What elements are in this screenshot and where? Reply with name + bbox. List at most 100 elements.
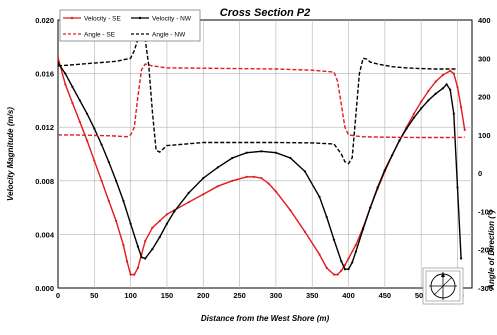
data-point <box>354 250 357 253</box>
legend-label: Angle - SE <box>84 32 116 39</box>
legend-box <box>59 9 201 42</box>
y-axis-right-label: Angle of Direction (°) <box>487 210 496 291</box>
data-point <box>274 190 277 193</box>
y-right-tick-label: 200 <box>478 93 491 102</box>
data-point <box>303 170 306 173</box>
data-point <box>340 269 343 272</box>
data-point <box>151 226 154 229</box>
data-point <box>398 139 401 142</box>
data-point <box>260 177 263 180</box>
y-left-tick-label: 0.004 <box>35 230 55 239</box>
data-point <box>325 266 328 269</box>
x-tick-label: 450 <box>379 291 392 300</box>
legend-marker <box>70 16 74 20</box>
data-point <box>343 264 346 267</box>
x-tick-label: 350 <box>306 291 319 300</box>
y-right-tick-label: -300 <box>478 284 493 293</box>
data-point <box>343 268 346 271</box>
y-left-tick-label: 0.000 <box>35 284 54 293</box>
compass-rose-icon <box>422 267 464 305</box>
series-line-2 <box>58 62 462 270</box>
data-point <box>165 222 168 225</box>
data-point <box>336 273 339 276</box>
data-point <box>362 227 365 231</box>
legend-items: Velocity - SE Velocity - NW Angle - SE Angl… <box>63 16 192 39</box>
data-point <box>434 92 437 95</box>
y-right-tick-label: 400 <box>478 16 491 25</box>
data-point <box>107 199 110 202</box>
data-point <box>441 87 444 90</box>
data-point <box>71 102 74 105</box>
data-point <box>245 175 248 178</box>
data-point <box>173 210 176 213</box>
y-left-tick-label: 0.016 <box>35 70 54 79</box>
data-point <box>216 166 219 169</box>
x-tick-label: 0 <box>56 291 60 300</box>
data-point <box>449 69 452 72</box>
data-point <box>187 191 190 194</box>
y-right-tick-label: 0 <box>478 169 482 178</box>
data-point <box>100 143 103 146</box>
data-point <box>289 156 292 160</box>
x-tick-label: 250 <box>233 291 246 300</box>
data-point <box>107 160 110 164</box>
data-point <box>452 112 455 115</box>
data-point <box>463 128 466 131</box>
data-point <box>78 120 81 123</box>
data-point <box>456 186 459 189</box>
data-point <box>86 139 89 142</box>
data-point <box>376 186 379 189</box>
data-point <box>253 175 256 178</box>
data-point <box>64 72 67 75</box>
legend-label: Angle - NW <box>152 32 186 39</box>
y-axis-left-label: Velocity Magnitude (m/s) <box>6 107 15 201</box>
data-point <box>267 182 270 185</box>
data-point <box>427 89 430 93</box>
data-point <box>129 273 132 276</box>
series-line-3 <box>58 63 465 139</box>
data-point <box>216 185 219 188</box>
data-point <box>165 213 168 216</box>
data-point <box>151 248 154 251</box>
data-point <box>460 106 463 109</box>
data-point <box>318 195 321 198</box>
data-point <box>452 72 455 75</box>
data-point <box>144 257 147 260</box>
data-point <box>260 150 263 153</box>
data-point <box>456 85 459 89</box>
data-point <box>318 253 321 256</box>
data-point <box>122 199 125 202</box>
legend-label: Velocity - SE <box>84 16 122 23</box>
y-left-tick-label: 0.012 <box>35 123 54 132</box>
data-point <box>449 88 452 91</box>
data-point <box>289 209 292 212</box>
data-point <box>58 56 60 59</box>
data-point <box>340 260 343 263</box>
data-point <box>136 266 139 269</box>
data-point <box>383 169 386 172</box>
data-point <box>86 112 89 115</box>
data-point <box>347 257 350 260</box>
y-right-tick-label: 100 <box>478 131 491 140</box>
data-point <box>434 80 437 83</box>
data-point <box>325 215 328 219</box>
data-point <box>140 256 143 259</box>
data-point <box>332 273 336 276</box>
x-tick-label: 150 <box>161 291 174 300</box>
series-line-1 <box>58 57 466 276</box>
data-point <box>125 260 129 263</box>
data-point <box>129 222 132 225</box>
chart-title: Cross Section P2 <box>220 7 310 19</box>
data-point <box>420 107 423 110</box>
data-point <box>354 244 357 247</box>
legend-marker <box>138 16 142 20</box>
data-point <box>391 154 394 157</box>
data-point <box>122 244 125 247</box>
y-left-tick-label: 0.008 <box>35 177 54 186</box>
data-point <box>274 151 277 154</box>
data-point <box>64 83 67 86</box>
data-point <box>369 206 372 209</box>
data-point <box>187 201 190 204</box>
x-tick-label: 50 <box>90 291 98 300</box>
plot-area <box>57 19 473 289</box>
